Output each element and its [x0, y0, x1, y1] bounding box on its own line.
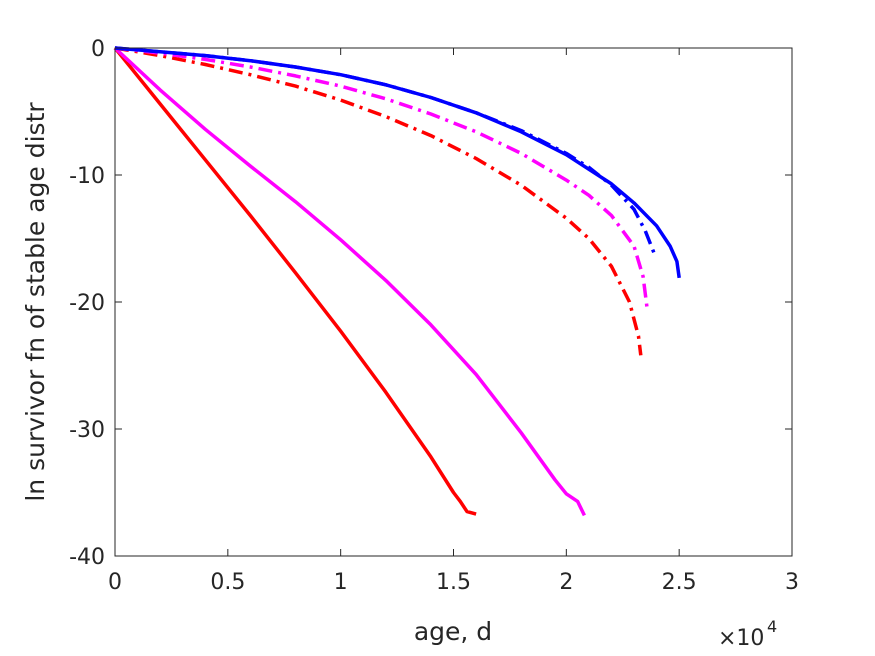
x-tick-marks: [114, 48, 793, 556]
series-line-4: [114, 46, 650, 313]
y-tick-label: -40: [69, 545, 105, 570]
x-tick-label: 1.5: [436, 570, 471, 595]
y-axis-label: ln survivor fn of stable age distr: [21, 102, 50, 502]
x-tick-label: 0.5: [210, 570, 245, 595]
series-line-3: [114, 46, 643, 356]
plot-area: [115, 48, 792, 556]
x-tick-label: 0: [108, 570, 122, 595]
series-line-1: [113, 46, 477, 516]
series-line-6: [114, 46, 681, 279]
x-tick-label: 2.5: [662, 570, 697, 595]
y-tick-label: -20: [69, 291, 105, 316]
y-tick-label: -10: [69, 164, 105, 189]
x-tick-label: 1: [334, 570, 348, 595]
series-line-2: [113, 46, 586, 517]
y-tick-labels: 0 -10 -20 -30 -40: [69, 37, 105, 570]
series-layer: [113, 46, 681, 517]
y-tick-label: -30: [69, 418, 105, 443]
y-tick-marks: [115, 47, 792, 557]
x-multiplier-exponent: 4: [767, 617, 777, 636]
x-tick-label: 2: [559, 570, 573, 595]
y-tick-label: 0: [91, 37, 105, 62]
x-multiplier-label: ×10: [718, 626, 764, 651]
x-tick-labels: 0 0.5 1 1.5 2 2.5 3: [108, 570, 799, 595]
x-axis-label: age, d: [414, 617, 492, 646]
x-tick-label: 3: [785, 570, 799, 595]
